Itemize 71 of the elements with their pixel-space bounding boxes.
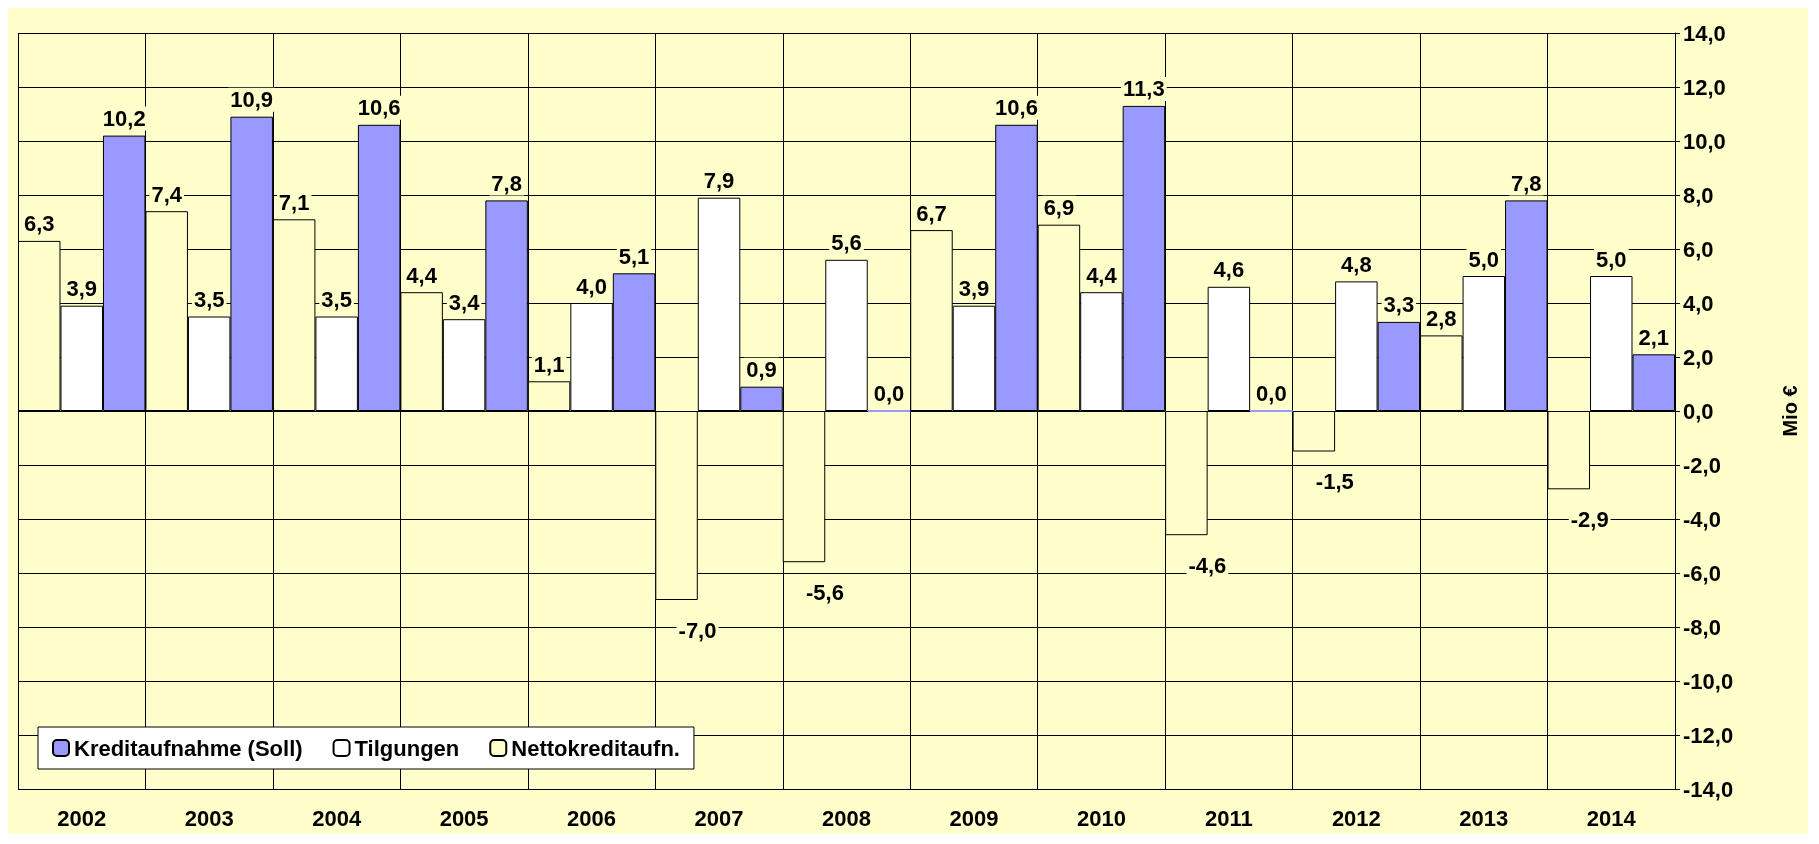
x-tick-label: 2012 (1331, 805, 1381, 831)
data-label: 4,4 (406, 262, 438, 288)
x-tick-label: 2010 (1076, 805, 1126, 831)
data-label: 3,9 (66, 276, 98, 302)
data-label: -2,9 (1570, 506, 1609, 532)
y-tick-label: 6,0 (1683, 236, 1714, 262)
y-tick-label: -14,0 (1683, 776, 1734, 802)
data-label: 10,6 (995, 95, 1038, 121)
data-label: 4,0 (576, 273, 607, 299)
data-label: 3,5 (321, 287, 352, 312)
x-tick-label: 2008 (822, 805, 871, 831)
x-tick-label: 2002 (57, 805, 107, 831)
data-label: 1,1 (533, 351, 565, 377)
y-tick-label: 12,0 (1683, 74, 1726, 100)
data-label: 4,6 (1213, 257, 1245, 283)
data-label: 2,1 (1638, 324, 1670, 350)
data-label: 5,0 (1468, 246, 1500, 272)
x-tick-label: 2013 (1459, 805, 1509, 831)
legend-label: Tilgungen (354, 735, 460, 761)
x-tick-label: 2003 (184, 805, 234, 831)
y-tick-label: -12,0 (1683, 722, 1734, 748)
data-label: 4,4 (1086, 262, 1118, 288)
y-tick-label: 2,0 (1683, 344, 1714, 370)
data-label: 5,0 (1595, 246, 1627, 272)
data-label: 6,3 (23, 211, 55, 237)
data-label: 4,8 (1341, 251, 1372, 277)
x-tick-label: 2014 (1586, 805, 1637, 831)
data-label: 7,8 (491, 170, 522, 196)
data-label: 6,7 (916, 200, 947, 226)
y-axis-title: Mio € (1779, 385, 1801, 437)
legend-label: Nettokreditaufn. (511, 735, 680, 761)
data-label: 3,5 (193, 287, 225, 312)
data-label: -1,5 (1315, 469, 1354, 494)
y-tick-label: 4,0 (1683, 290, 1714, 316)
data-label: 10,9 (230, 87, 274, 113)
data-label: 0,0 (1256, 380, 1287, 406)
y-tick-label: -6,0 (1683, 560, 1721, 586)
x-tick-label: 2004 (312, 805, 362, 831)
y-tick-label: -2,0 (1683, 452, 1721, 478)
data-label: 2,8 (1426, 305, 1457, 331)
data-label: 6,9 (1043, 195, 1075, 221)
y-tick-label: 8,0 (1683, 182, 1714, 208)
y-tick-label: -10,0 (1683, 668, 1734, 694)
x-tick-label: 2006 (567, 805, 617, 831)
x-tick-label: 2011 (1205, 805, 1253, 831)
data-label: 11,3 (1123, 76, 1165, 102)
y-tick-label: 0,0 (1683, 398, 1714, 424)
y-tick-label: -4,0 (1683, 506, 1721, 532)
data-label: 7,4 (151, 181, 183, 207)
y-tick-label: -8,0 (1683, 614, 1721, 640)
data-label: 3,4 (448, 289, 481, 315)
data-label: 3,9 (958, 276, 990, 302)
x-tick-label: 2007 (694, 805, 744, 831)
x-tick-label: 2009 (949, 805, 999, 831)
y-tick-label: 14,0 (1683, 20, 1726, 46)
data-label: 3,3 (1383, 292, 1415, 318)
data-label: 7,1 (278, 189, 310, 215)
data-label: 0,0 (873, 380, 905, 406)
data-label: 5,1 (618, 243, 650, 269)
data-label: 0,9 (746, 357, 777, 383)
data-label: 10,2 (102, 106, 146, 132)
data-label: 10,6 (357, 95, 401, 121)
data-label: 7,8 (1511, 170, 1542, 196)
data-label: -5,6 (806, 579, 844, 605)
data-label: -7,0 (678, 617, 717, 643)
data-label: 7,9 (703, 168, 735, 194)
data-label: -4,6 (1188, 552, 1227, 578)
data-label: 5,6 (831, 230, 862, 256)
x-tick-label: 2005 (439, 805, 489, 831)
legend-label: Kreditaufnahme (Soll) (74, 735, 303, 761)
y-tick-label: 10,0 (1683, 128, 1726, 154)
